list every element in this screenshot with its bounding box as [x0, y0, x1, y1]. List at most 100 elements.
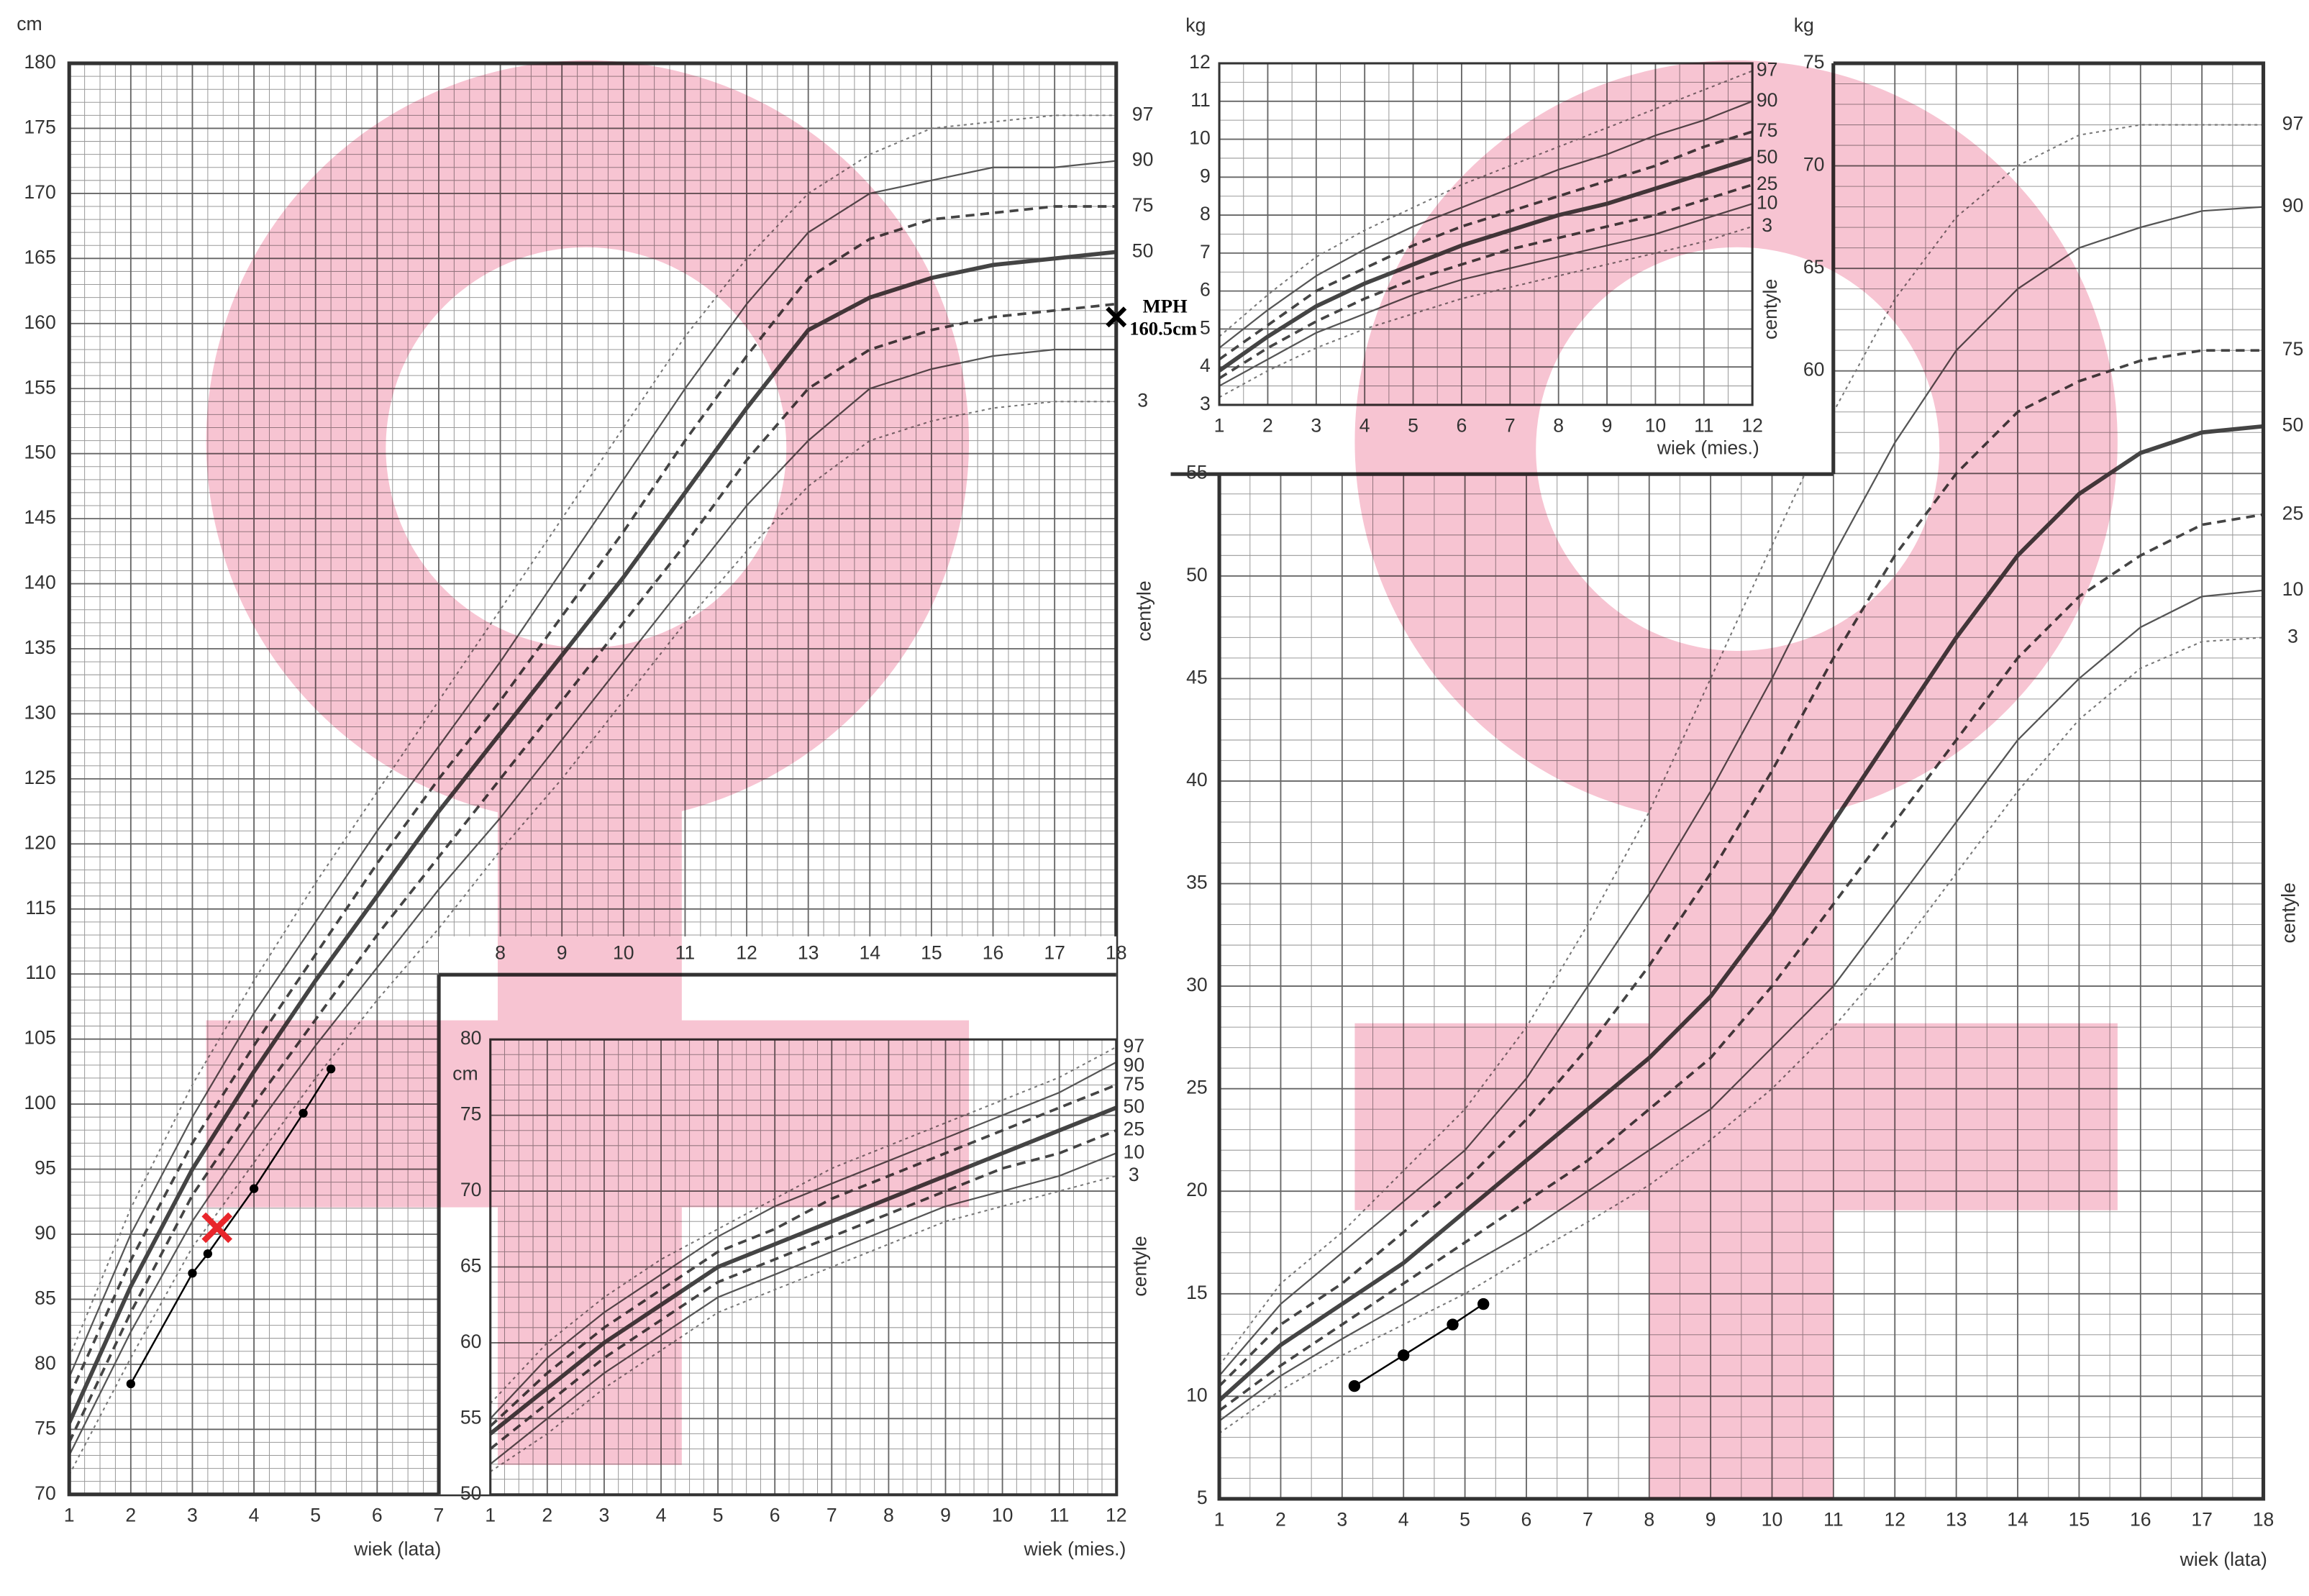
y-tick-label: 4	[1200, 355, 1211, 376]
y-tick-label: 80	[460, 1027, 482, 1049]
x-tick-label: 6	[770, 1504, 780, 1526]
x-tick-label: 1	[1214, 415, 1225, 437]
x-tick-label: 16	[983, 942, 1004, 964]
x-tick-label: 3	[599, 1504, 610, 1526]
y-tick-label: 140	[24, 572, 55, 593]
x-tick-label: 8	[495, 942, 506, 964]
y-tick-label: 175	[24, 116, 55, 137]
patient-point	[126, 1379, 135, 1389]
patient-point	[249, 1184, 259, 1193]
centile-label: 10	[1757, 192, 1778, 214]
centile-label: 90	[2282, 195, 2304, 216]
x-tick-label: 10	[1645, 415, 1667, 437]
y-tick-label: 8	[1200, 203, 1211, 224]
centile-label: 75	[2282, 338, 2304, 360]
x-tick-label: 18	[2253, 1509, 2274, 1531]
patient-point	[1348, 1380, 1361, 1392]
y-tick-label: 25	[1186, 1077, 1208, 1098]
y-tick-label: 75	[1803, 51, 1825, 73]
labels: 1 2 3 4 5 6 78 9 10 11 12 13 14 15 16 17 187075808590951…	[17, 13, 2303, 1570]
y-unit-label: cm	[452, 1062, 478, 1084]
centile-label: 3	[2287, 625, 2298, 647]
y-tick-label: 75	[35, 1417, 56, 1438]
x-tick-label: 12	[736, 942, 757, 964]
marker	[201, 1212, 233, 1244]
x-axis-label: wiek (lata)	[2180, 1549, 2267, 1570]
x-tick-label: 5	[1459, 1509, 1470, 1531]
centile-label: 50	[1132, 240, 1154, 261]
x-tick-label: 6	[1521, 1509, 1532, 1531]
x-tick-label: 18	[1106, 942, 1127, 964]
y-unit-label: cm	[17, 13, 42, 35]
centile-label: 25	[1757, 173, 1778, 194]
x-tick-label: 16	[2130, 1509, 2151, 1531]
centile-label: 3	[1137, 389, 1148, 411]
x-tick-label: 10	[613, 942, 634, 964]
symbol-ring	[1354, 60, 2118, 824]
y-tick-label: 85	[35, 1287, 56, 1308]
y-unit-label: kg	[1185, 14, 1206, 36]
x-tick-label: 17	[2191, 1509, 2213, 1531]
y-tick-label: 160	[24, 311, 55, 333]
patient-point	[203, 1249, 213, 1259]
y-tick-label: 70	[1803, 154, 1825, 175]
centile-label: 75	[1757, 119, 1778, 141]
centile-label: 50	[1124, 1095, 1145, 1117]
y-tick-label: 170	[24, 181, 55, 203]
y-tick-label: 7	[1200, 241, 1211, 263]
y-tick-label: 130	[24, 701, 55, 723]
x-tick-label: 4	[249, 1504, 260, 1526]
y-tick-label: 60	[1803, 359, 1825, 380]
x-tick-label: 15	[921, 942, 942, 964]
y-tick-label: 10	[1186, 1384, 1208, 1405]
centile-line	[1219, 637, 2264, 1434]
y-tick-label: 90	[35, 1222, 56, 1244]
y-tick-label: 65	[460, 1255, 482, 1277]
patient-point	[188, 1269, 197, 1278]
x-tick-label: 12	[1741, 415, 1763, 437]
patient-point	[1477, 1298, 1490, 1310]
y-tick-label: 12	[1189, 51, 1211, 73]
marker	[1106, 306, 1127, 328]
centile-label: 3	[1762, 214, 1772, 236]
y-tick-label: 6	[1200, 279, 1211, 301]
y-tick-label: 30	[1186, 974, 1208, 995]
patient-point	[326, 1064, 336, 1074]
x-tick-label: 11	[675, 942, 696, 964]
y-tick-label: 165	[24, 246, 55, 268]
x-tick-label: 8	[1553, 415, 1564, 437]
female-symbols	[206, 60, 2118, 1499]
y-tick-label: 95	[35, 1157, 56, 1179]
side-label: centyle	[1759, 279, 1781, 339]
y-tick-label: 125	[24, 767, 55, 788]
centile-label: 97	[1132, 103, 1154, 124]
centile-label: 75	[1124, 1073, 1145, 1095]
centile-label: 90	[1132, 149, 1154, 170]
x-tick-label: 5	[1408, 415, 1418, 437]
centile-label: 50	[2282, 414, 2304, 436]
y-tick-label: 20	[1186, 1179, 1208, 1200]
centile-label: 97	[1757, 59, 1778, 81]
x-tick-label: 14	[859, 942, 880, 964]
x-tick-label: 4	[1398, 1509, 1409, 1531]
y-tick-label: 55	[460, 1406, 482, 1428]
x-tick-label: 2	[125, 1504, 136, 1526]
side-label: centyle	[2277, 883, 2299, 943]
patient-point	[1398, 1349, 1410, 1362]
centile-line	[68, 205, 1116, 1397]
y-tick-label: 50	[1186, 564, 1208, 585]
x-tick-label: 3	[1311, 415, 1321, 437]
x-tick-label: 17	[1044, 942, 1065, 964]
patient-point	[299, 1108, 308, 1118]
x-tick-label: 11	[1049, 1504, 1070, 1526]
y-tick-label: 3	[1200, 393, 1211, 414]
x-tick-label: 1	[64, 1504, 75, 1526]
x-tick-label: 6	[1457, 415, 1467, 437]
x-tick-label: 7	[826, 1504, 837, 1526]
x-tick-label: 8	[1644, 1509, 1654, 1531]
marker-label: MPH	[1143, 296, 1188, 317]
patient-point	[1447, 1318, 1459, 1331]
x-tick-label: 11	[1694, 415, 1714, 437]
x-tick-label: 8	[883, 1504, 894, 1526]
